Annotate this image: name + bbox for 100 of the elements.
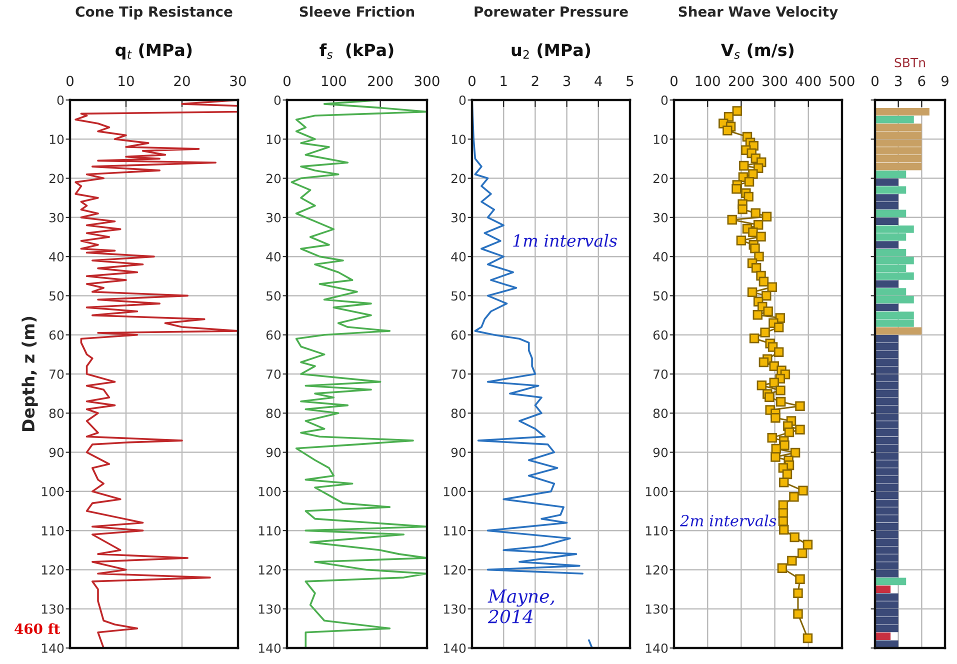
text: 460 ft (14, 623, 60, 634)
y-tick-label: 110 (646, 526, 668, 536)
y-tick-label: 110 (258, 526, 281, 536)
y-tick-label: 30 (451, 212, 466, 222)
bar (875, 170, 906, 178)
chart-title: Porewater Pressure (474, 6, 628, 17)
y-tick-label: 140 (258, 643, 281, 653)
y-tick-label: 0 (57, 95, 64, 105)
y-tick-label: 80 (49, 408, 64, 418)
y-tick-label: 130 (646, 604, 668, 614)
x-tick-label: 400 (796, 76, 821, 86)
bar (875, 178, 898, 186)
y-tick-label: 10 (654, 134, 668, 144)
x-tick-label: 0 (871, 76, 878, 86)
x-tick-label: 5 (626, 76, 634, 86)
x-tick-label: 100 (322, 76, 346, 86)
x-axis-title: q$_{t}$ (MPa) (116, 43, 192, 60)
bar (875, 586, 891, 594)
y-tick-label: 60 (49, 330, 64, 340)
y-tick-label: 120 (258, 565, 281, 575)
x-tick-label: 10 (118, 76, 134, 86)
y-tick-label: 50 (452, 291, 466, 301)
bar (875, 280, 898, 288)
x-axis-title: u$_{2}$ (MPa) (512, 43, 590, 59)
x-tick-label: 2 (532, 76, 538, 86)
y-tick-label: 50 (266, 291, 281, 301)
y-tick-label: 90 (451, 448, 466, 458)
x-tick-label: 0 (283, 76, 290, 86)
x-tick-label: 1 (500, 76, 507, 86)
x-tick-label: 0 (468, 76, 476, 86)
bar (875, 186, 906, 194)
x-tick-label: 500 (830, 76, 854, 86)
y-tick-label: 40 (266, 252, 281, 262)
y-tick-label: 140 (444, 643, 466, 653)
x-tick-label: 300 (414, 76, 440, 86)
y-tick-label: 80 (451, 408, 466, 418)
x-axis-title: f$_{s}$ (kPa) (320, 43, 394, 59)
annotation: Mayne, 2014 (488, 589, 554, 624)
y-tick-label: 10 (266, 134, 281, 144)
x-tick-label: 20 (174, 76, 190, 86)
x-tick-label: 0 (670, 76, 678, 86)
x-tick-label: 300 (762, 76, 788, 86)
y-tick-label: 20 (451, 174, 466, 184)
y-tick-label: 0 (274, 95, 281, 105)
y-tick-label: 120 (646, 565, 668, 575)
x-tick-label: 9 (941, 76, 948, 86)
y-tick-label: 110 (42, 526, 64, 536)
x-tick-label: 100 (696, 76, 720, 86)
annotation: 2m intervals (680, 514, 776, 526)
y-tick-label: 20 (266, 174, 281, 184)
y-tick-label: 20 (49, 174, 64, 184)
bar (875, 218, 898, 226)
y-tick-label: 70 (654, 369, 668, 379)
bar (875, 241, 898, 249)
y-tick-label: 30 (653, 212, 668, 222)
chart-title: Cone Tip Resistance (76, 6, 232, 20)
y-tick-label: 10 (452, 134, 466, 144)
y-tick-label: 70 (452, 369, 466, 379)
bar (875, 578, 906, 586)
y-tick-label: 10 (50, 134, 64, 144)
y-tick-label: 140 (42, 643, 64, 653)
y-tick-label: 70 (266, 369, 281, 379)
y-tick-label: 130 (42, 604, 64, 614)
y-tick-label: 100 (42, 486, 64, 496)
y-tick-label: 70 (50, 369, 64, 379)
y-tick-label: 40 (451, 252, 466, 262)
y-tick-label: 30 (266, 212, 281, 222)
y-tick-label: 130 (444, 604, 466, 614)
y-tick-label: 90 (266, 448, 281, 458)
bar (875, 116, 914, 124)
y-tick-label: 60 (451, 330, 466, 340)
y-tick-label: 90 (49, 448, 64, 458)
y-tick-label: 60 (266, 330, 281, 340)
chart-title: Shear Wave Velocity (678, 6, 838, 20)
y-tick-label: 100 (258, 486, 281, 496)
y-tick-label: 120 (444, 565, 466, 575)
bar (875, 304, 898, 312)
bar (875, 327, 922, 335)
x-tick-label: 30 (230, 76, 246, 86)
annotation: 1m intervals (513, 234, 617, 247)
bar (875, 632, 891, 640)
x-tick-label: 4 (594, 76, 602, 86)
y-tick-label: 100 (444, 486, 466, 496)
y-tick-label: 50 (50, 291, 64, 301)
y-tick-label: 20 (653, 174, 668, 184)
bar (875, 108, 930, 116)
y-tick-label: 0 (661, 95, 668, 105)
y-tick-label: 30 (49, 212, 64, 222)
x-axis-title: SBTn (894, 58, 925, 68)
y-tick-label: 0 (459, 95, 466, 105)
y-tick-label: 50 (654, 291, 668, 301)
bar (875, 210, 906, 218)
x-tick-label: 0 (66, 76, 74, 86)
y-tick-label: 90 (653, 448, 668, 458)
y-tick-label: 100 (646, 486, 668, 496)
y-tick-label: 40 (653, 252, 668, 262)
x-tick-label: 200 (368, 76, 393, 86)
y-tick-label: 80 (653, 408, 668, 418)
y-tick-label: 140 (646, 643, 668, 653)
y-tick-label: 40 (49, 252, 64, 262)
